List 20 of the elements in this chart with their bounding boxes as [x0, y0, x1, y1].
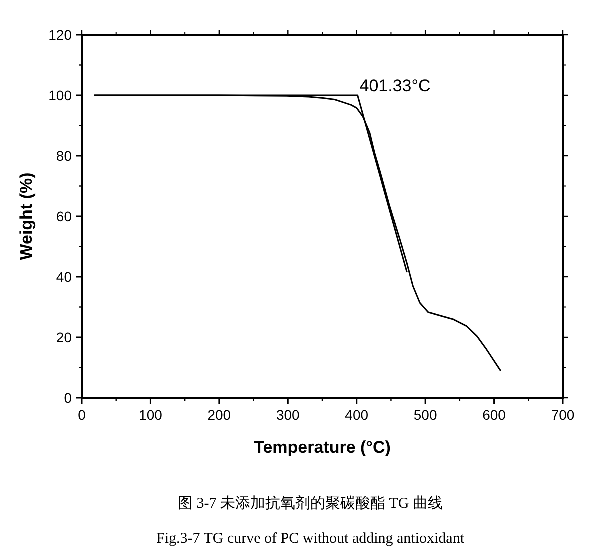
x-tick-label: 400: [345, 407, 369, 423]
y-tick-label: 120: [48, 27, 72, 43]
caption: Fig.3-7 TG curve of PC without adding antioxidant: [156, 531, 466, 547]
y-tick-label: 80: [56, 148, 72, 164]
x-tick-label: 200: [208, 407, 232, 423]
y-tick-label: 60: [56, 208, 72, 224]
y-tick-label: 40: [56, 269, 72, 285]
y-tick-label: 0: [64, 390, 72, 406]
y-tick-label: 20: [56, 330, 72, 346]
x-tick-label: 0: [78, 407, 86, 423]
y-axis-title: Weight (%): [17, 172, 36, 260]
x-tick-label: 600: [482, 407, 506, 423]
annotation: 401.33°C: [360, 76, 431, 96]
x-tick-label: 300: [276, 407, 300, 423]
y-tick-label: 100: [48, 88, 72, 104]
x-tick-label: 500: [414, 407, 438, 423]
x-tick-label: 100: [139, 407, 163, 423]
x-tick-label: 700: [551, 407, 575, 423]
x-axis-title: Temperature (°C): [254, 438, 391, 457]
caption: 图 3-7 未添加抗氧剂的聚碳酸酯 TG 曲线: [178, 495, 443, 512]
